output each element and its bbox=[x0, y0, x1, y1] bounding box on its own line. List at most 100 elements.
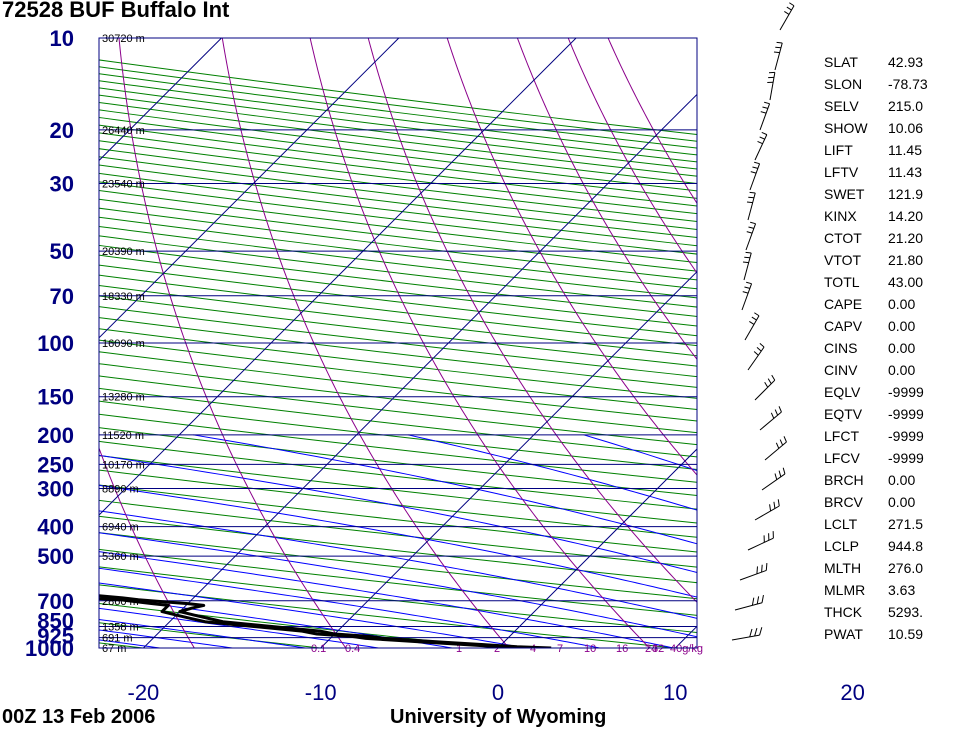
index-name: SELV bbox=[824, 95, 859, 117]
wind-barb-feather bbox=[751, 172, 756, 173]
mixing-ratio-line bbox=[365, 25, 751, 654]
index-value: -9999 bbox=[888, 403, 924, 425]
height-label: 6940 m bbox=[102, 522, 139, 534]
index-row: SELV 215.0 bbox=[824, 95, 956, 117]
wind-barb-feather bbox=[744, 287, 749, 288]
wind-barb bbox=[748, 347, 764, 370]
wind-barb-feather bbox=[762, 565, 763, 572]
wind-barb-feather bbox=[755, 628, 757, 636]
index-value: 271.5 bbox=[888, 513, 923, 535]
index-name: BRCV bbox=[824, 491, 863, 513]
wind-barb-feather bbox=[762, 107, 767, 108]
pressure-tick-label: 150 bbox=[37, 385, 74, 410]
pressure-tick-label: 10 bbox=[50, 26, 74, 51]
index-name: MLMR bbox=[824, 579, 865, 601]
index-value: 215.0 bbox=[888, 95, 923, 117]
wind-barb-feather bbox=[779, 471, 781, 477]
wind-barb-feather bbox=[757, 566, 758, 573]
wind-barbs bbox=[732, 3, 794, 640]
wind-barb-feather bbox=[768, 379, 771, 384]
index-value: 43.00 bbox=[888, 271, 923, 293]
wind-barb-feather bbox=[757, 596, 758, 604]
height-label: 20390 m bbox=[102, 246, 145, 258]
index-name: MLTH bbox=[824, 557, 861, 579]
wind-barb bbox=[748, 538, 773, 550]
wind-barb-feather bbox=[775, 473, 777, 479]
height-label: 16090 m bbox=[102, 338, 145, 350]
wind-barb-feather bbox=[762, 132, 767, 134]
wind-barb-feather bbox=[746, 282, 751, 283]
wind-barb-feather bbox=[743, 262, 749, 263]
wind-barb bbox=[780, 6, 794, 30]
height-label: 1358 m bbox=[102, 621, 139, 633]
index-value: -9999 bbox=[888, 447, 924, 469]
wind-barb-feather bbox=[758, 141, 763, 143]
wind-barb-feather bbox=[789, 3, 794, 6]
height-label: 11520 m bbox=[102, 430, 144, 442]
index-name: CAPE bbox=[824, 293, 862, 315]
wind-barb-feather bbox=[783, 468, 785, 474]
height-label: 8890 m bbox=[102, 484, 139, 496]
wind-barb-feather bbox=[762, 595, 763, 603]
wind-barb-feather bbox=[764, 102, 769, 103]
wind-barb-feather bbox=[748, 227, 753, 228]
wind-barb-feather bbox=[747, 232, 752, 233]
index-name: SWET bbox=[824, 183, 864, 205]
index-name: LFCV bbox=[824, 447, 860, 469]
wind-barb-feather bbox=[750, 222, 755, 223]
index-name: SLON bbox=[824, 73, 862, 95]
height-label: 26440 m bbox=[102, 125, 145, 137]
wind-barb bbox=[760, 412, 781, 430]
wind-barb-feather bbox=[752, 598, 753, 606]
pressure-tick-label: 250 bbox=[37, 452, 74, 477]
index-value: 0.00 bbox=[888, 359, 915, 381]
index-value: 10.06 bbox=[888, 117, 923, 139]
wind-barb-feather bbox=[760, 343, 764, 347]
wind-barb bbox=[770, 72, 775, 100]
wind-barb bbox=[762, 474, 785, 490]
index-value: -9999 bbox=[888, 425, 924, 447]
wind-barb-feather bbox=[772, 375, 775, 380]
index-name: CINS bbox=[824, 337, 857, 359]
height-label: 10170 m bbox=[102, 459, 145, 471]
index-name: LIFT bbox=[824, 139, 853, 161]
index-value: -9999 bbox=[888, 381, 924, 403]
mixing-ratio-label: 32 bbox=[652, 643, 664, 655]
wind-barb-feather bbox=[765, 382, 768, 387]
wind-barb-feather bbox=[750, 192, 756, 193]
mixing-ratio-label: 40g/kg bbox=[670, 643, 703, 655]
mixing-ratio-label: 4 bbox=[530, 643, 536, 655]
pressure-tick-label: 100 bbox=[37, 331, 74, 356]
wind-barb-feather bbox=[774, 52, 780, 53]
index-name: SHOW bbox=[824, 117, 868, 139]
pressure-tick-label: 1000 bbox=[25, 636, 74, 661]
wind-barb-feather bbox=[774, 502, 775, 509]
temperature-tick-label: 10 bbox=[663, 680, 687, 705]
index-row: LFCV -9999 bbox=[824, 447, 956, 469]
wind-barb-feather bbox=[766, 563, 767, 570]
index-value: 0.00 bbox=[888, 293, 915, 315]
height-label: 23540 m bbox=[102, 179, 145, 191]
index-row: LFCT-9999 bbox=[824, 425, 956, 447]
pressure-tick-label: 50 bbox=[50, 239, 74, 264]
wind-barb-feather bbox=[748, 197, 754, 198]
dry-adiabat bbox=[0, 26, 20, 655]
mixing-ratio-label: 0.1 bbox=[311, 643, 326, 655]
index-row: VTOT 21.80 bbox=[824, 249, 956, 271]
mixing-ratio-line bbox=[0, 25, 13, 654]
index-name: VTOT bbox=[824, 249, 861, 271]
pressure-axis: 1020305070100150200250300400500700850925… bbox=[25, 26, 74, 661]
wind-barb bbox=[735, 603, 762, 610]
index-value: 121.9 bbox=[888, 183, 923, 205]
observation-time: 00Z 13 Feb 2006 bbox=[2, 706, 155, 729]
index-value: 21.80 bbox=[888, 249, 923, 271]
wind-barb-feather bbox=[760, 627, 762, 635]
index-row: SWET 121.9 bbox=[824, 183, 956, 205]
mixing-ratio-label: 16 bbox=[616, 643, 628, 655]
